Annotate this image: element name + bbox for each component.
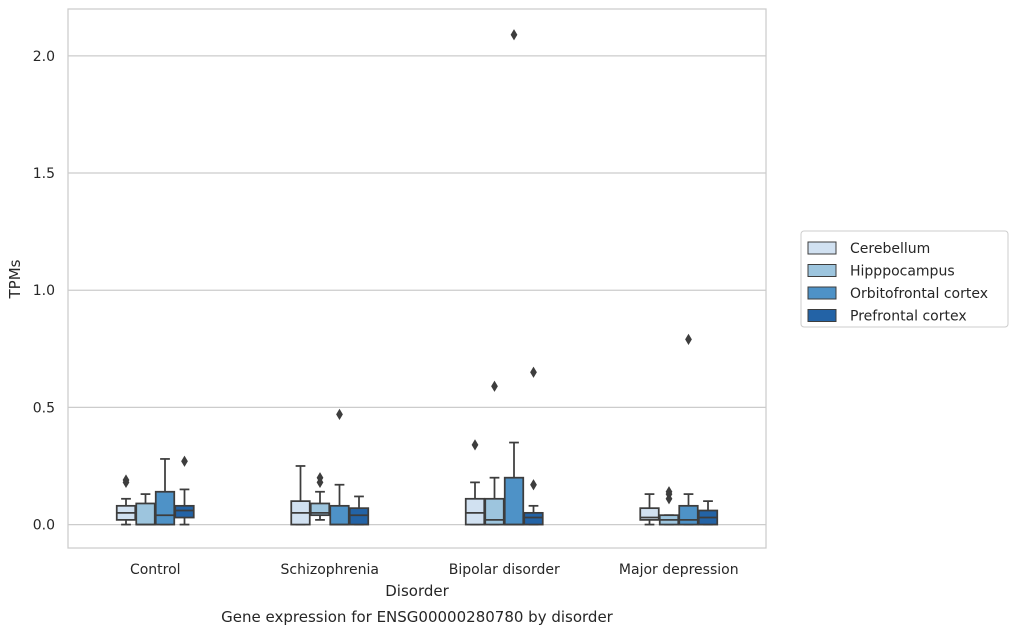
box-plot xyxy=(154,458,176,526)
box xyxy=(464,497,486,526)
box xyxy=(135,502,156,526)
box-plot xyxy=(503,29,525,526)
box-plot xyxy=(309,472,331,521)
legend-label: Cerebellum xyxy=(850,241,930,257)
x-tick-label: Major depression xyxy=(619,562,739,578)
box-plot xyxy=(678,333,699,526)
grid-lines xyxy=(68,55,766,526)
legend-frame xyxy=(800,230,1009,328)
outlier-point xyxy=(665,486,673,498)
box xyxy=(309,502,331,517)
outlier-point xyxy=(530,366,537,378)
y-tick-label: 2.0 xyxy=(33,49,55,65)
y-axis-ticks: 0.0 0.5 1.0 1.5 2.0 xyxy=(33,49,55,534)
y-tick-label: 1.5 xyxy=(33,166,55,182)
legend-label: Prefrontal cortex xyxy=(850,309,967,325)
y-tick-label: 0.0 xyxy=(33,518,55,534)
box-plot xyxy=(348,495,370,526)
outlier-point xyxy=(491,380,498,392)
box xyxy=(154,490,176,526)
chart-caption: Gene expression for ENSG00000280780 by d… xyxy=(221,608,614,626)
y-tick-label: 1.0 xyxy=(33,283,55,299)
x-tick-label: Schizophrenia xyxy=(281,562,379,578)
box-plot xyxy=(135,493,156,526)
box xyxy=(503,476,525,526)
legend-swatch xyxy=(807,286,837,300)
box xyxy=(484,497,505,526)
box xyxy=(174,504,195,519)
x-axis-ticks: Control Schizophrenia Bipolar disorder Majo… xyxy=(130,562,739,578)
box xyxy=(523,511,544,526)
box-plot xyxy=(658,486,680,526)
outlier-point xyxy=(336,408,343,421)
y-axis-label: TPMs xyxy=(6,259,24,299)
box xyxy=(678,504,699,526)
x-tick-label: Bipolar disorder xyxy=(449,562,560,578)
box-plot xyxy=(174,455,195,526)
outlier-point xyxy=(685,333,692,346)
legend: Cerebellum Hipppocampus Orbitofrontal cort… xyxy=(800,230,1009,328)
box-plot xyxy=(484,380,505,526)
outlier-point xyxy=(316,472,324,484)
box-plot xyxy=(464,439,486,526)
outlier-point xyxy=(471,439,479,451)
box-plot xyxy=(697,500,719,526)
legend-label: Hipppocampus xyxy=(850,264,955,280)
box xyxy=(639,507,660,521)
outlier-point xyxy=(530,479,537,491)
box-plot xyxy=(329,408,350,526)
x-tick-label: Control xyxy=(130,562,181,578)
legend-swatch xyxy=(807,264,837,277)
box-plot xyxy=(115,474,137,526)
box xyxy=(348,507,370,526)
box-plot xyxy=(639,493,660,526)
y-tick-label: 0.5 xyxy=(33,400,55,416)
legend-swatch xyxy=(807,309,837,322)
box-plot-marks xyxy=(115,29,719,526)
outlier-point xyxy=(122,474,130,486)
box-plot xyxy=(290,465,311,526)
legend-label: Orbitofrontal cortex xyxy=(850,286,988,302)
outlier-point xyxy=(181,455,188,467)
plot-area-frame xyxy=(67,8,767,549)
box xyxy=(329,504,350,526)
box-plot xyxy=(523,366,544,526)
legend-swatch xyxy=(807,241,837,255)
outlier-point xyxy=(510,29,518,41)
x-axis-label: Disorder xyxy=(385,582,449,600)
